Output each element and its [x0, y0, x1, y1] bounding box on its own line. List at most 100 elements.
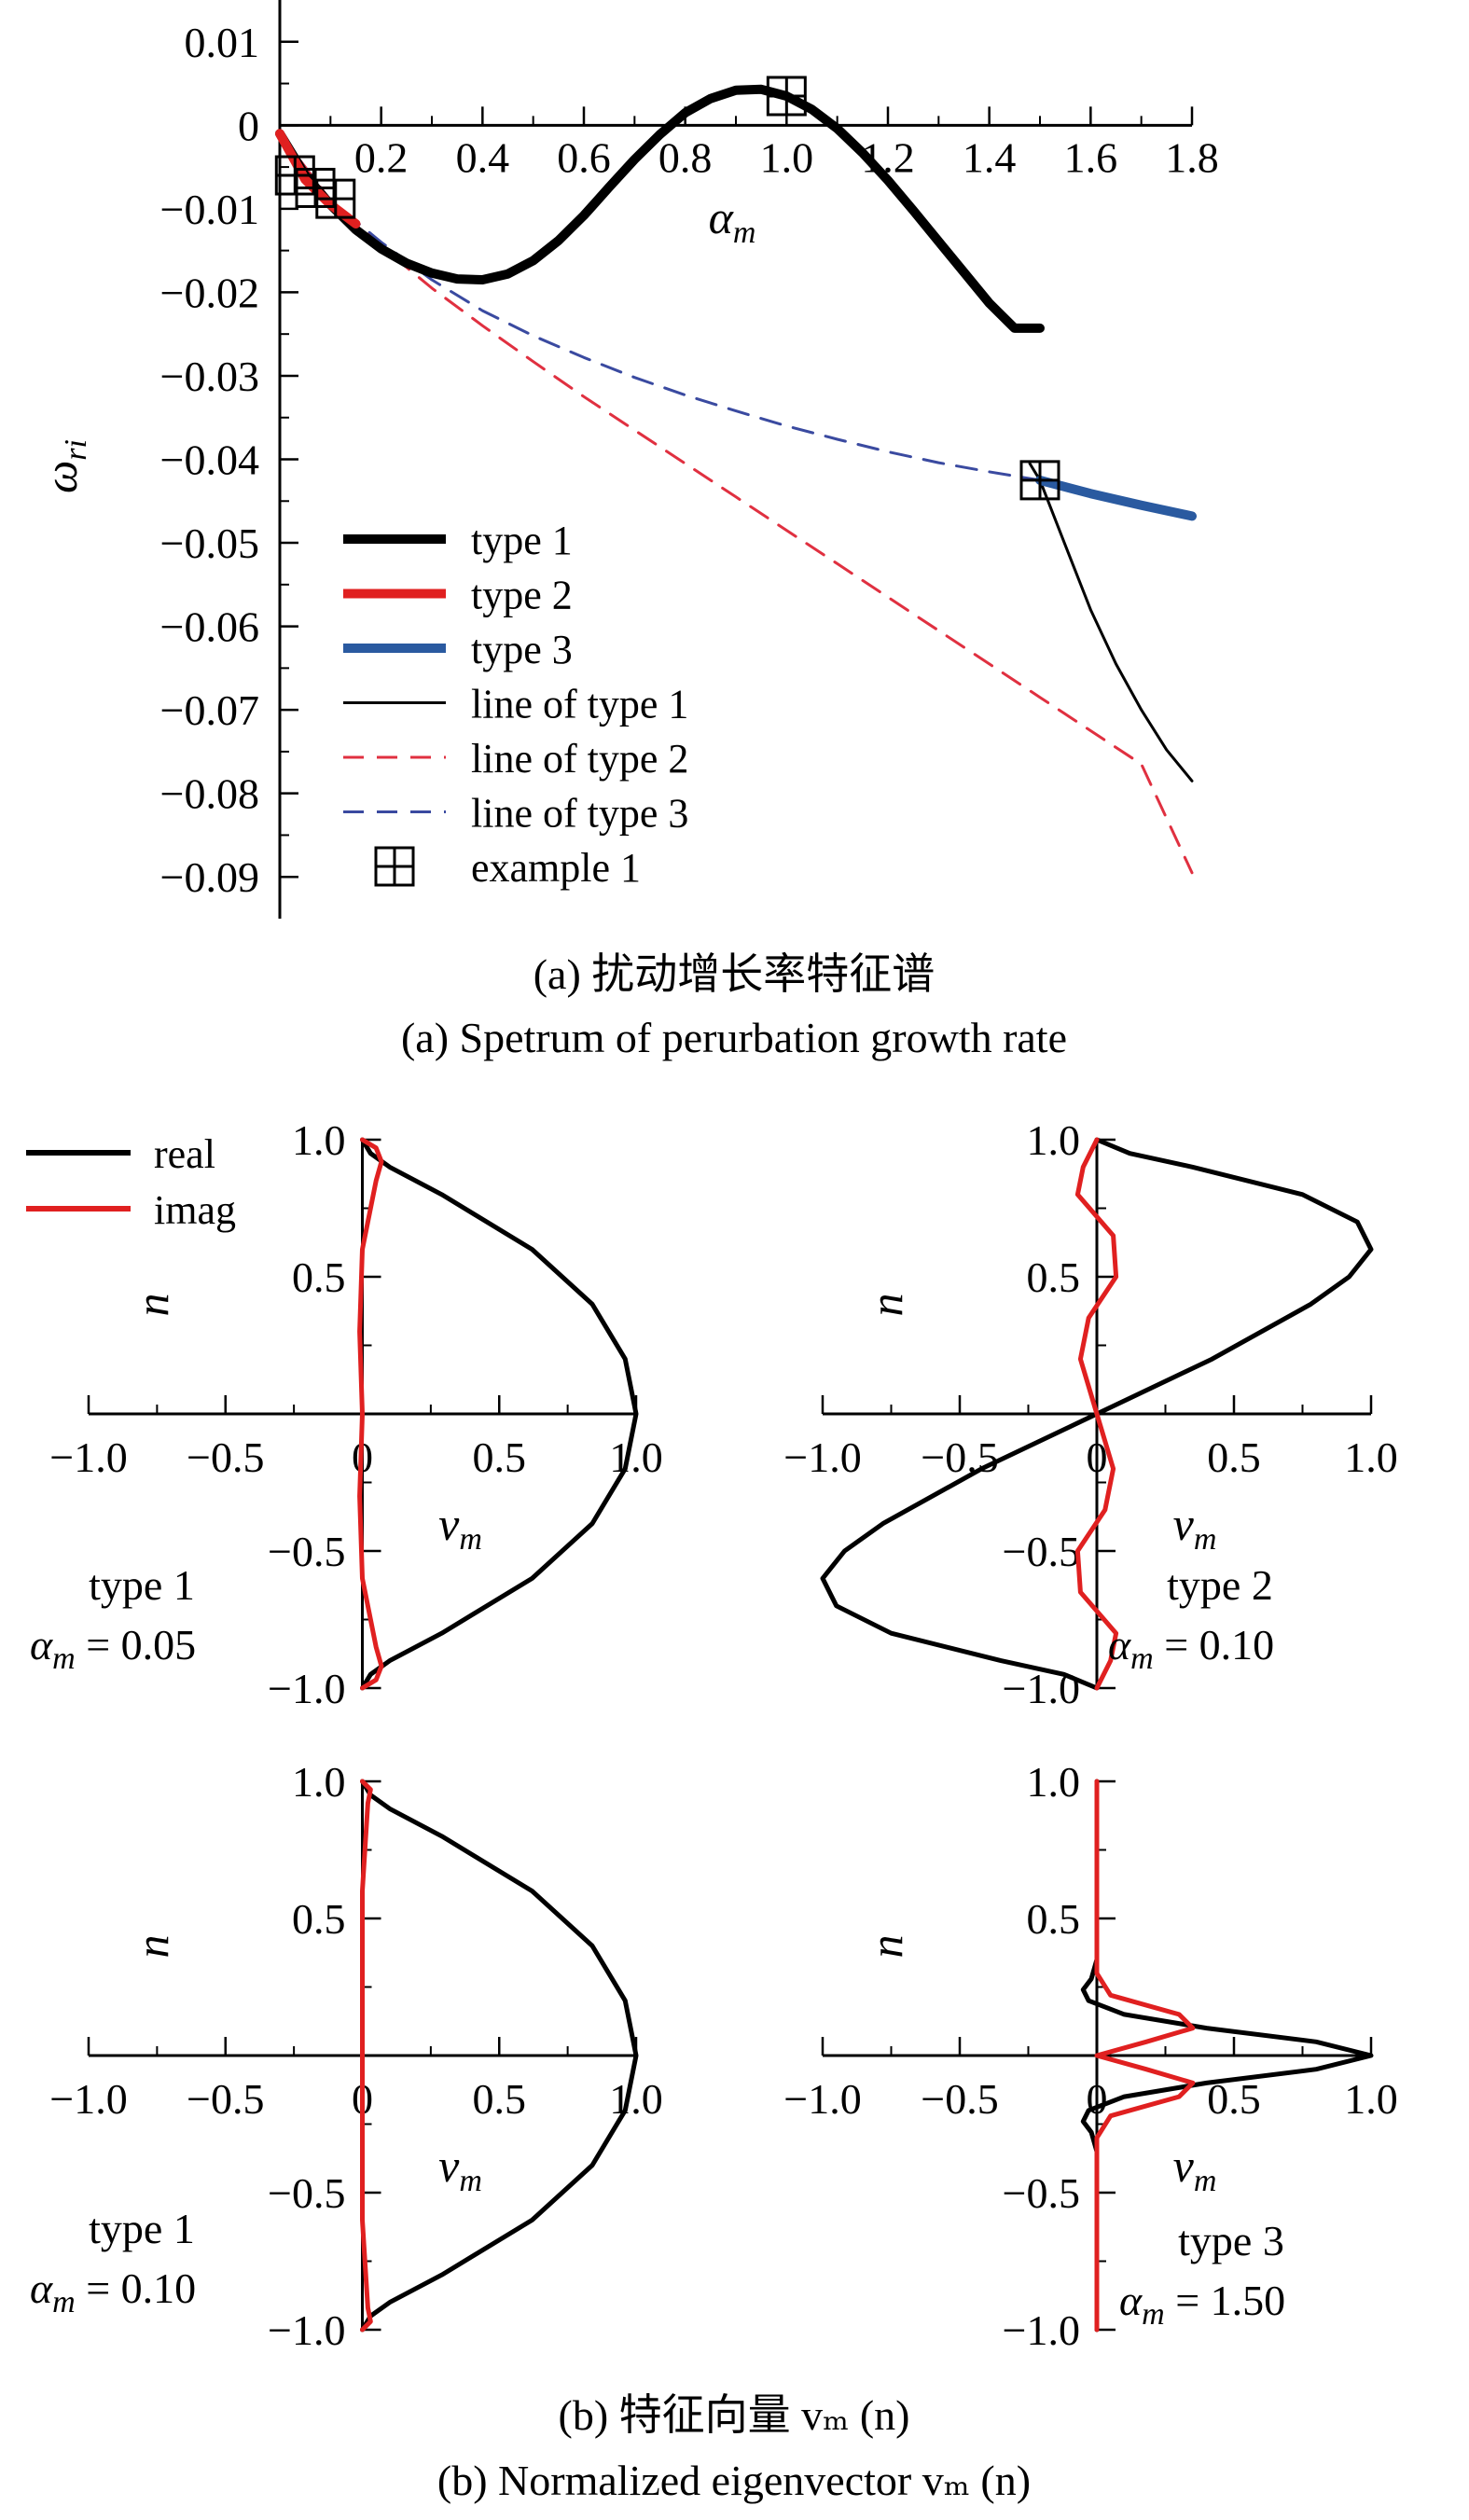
y-tick-label: 0.5 — [1027, 1253, 1081, 1301]
x-tick-label: 1.6 — [1064, 133, 1118, 181]
caption-a-en: (a) Spetrum of perurbation growth rate — [401, 1014, 1067, 1061]
y-tick-label: −1.0 — [1003, 2306, 1080, 2354]
alpha-annotation: αm = 1.50 — [1119, 2277, 1285, 2332]
series-line-of-type-3 — [278, 132, 1042, 482]
x-tick-label: 1.0 — [609, 2075, 663, 2123]
y-tick-label: −0.06 — [160, 603, 259, 651]
y-tick-label: 1.0 — [1027, 1116, 1081, 1164]
type-annotation: type 1 — [89, 2205, 195, 2252]
y-tick-label: −0.08 — [160, 770, 259, 818]
y-tick-label: −1.0 — [268, 1665, 345, 1712]
legend-label: type 3 — [471, 627, 573, 672]
legend-label: line of type 3 — [471, 791, 688, 837]
x-tick-label: 1.0 — [609, 1433, 663, 1481]
x-axis-label: vm — [1173, 1498, 1217, 1557]
series-real — [360, 1779, 639, 2333]
x-tick-label: 0.2 — [354, 133, 409, 181]
x-tick-label: 1.8 — [1165, 133, 1219, 181]
x-tick-label: 0.5 — [473, 2075, 527, 2123]
y-axis-label: n — [860, 1935, 912, 1959]
x-tick-label: 0.6 — [557, 133, 611, 181]
caption-b-cn: (b) 特征向量 vₘ (n) — [559, 2391, 910, 2439]
x-tick-label: 1.0 — [760, 133, 814, 181]
example-marker — [295, 167, 336, 208]
x-tick-label: 0.4 — [456, 133, 510, 181]
series-imag — [357, 1137, 384, 1691]
alpha-annotation: αm = 0.10 — [30, 2264, 196, 2319]
x-tick-label: 0 — [1087, 1433, 1108, 1481]
series-type-1 — [275, 84, 1045, 333]
y-tick-label: −0.02 — [160, 269, 259, 316]
y-tick-label: −0.5 — [1003, 2169, 1080, 2217]
x-tick-label: −0.5 — [187, 1433, 264, 1481]
y-tick-label: −1.0 — [1003, 1665, 1080, 1712]
y-tick-label: 0.01 — [185, 19, 260, 66]
example-marker — [315, 178, 356, 219]
x-tick-label: 0.5 — [1207, 1433, 1261, 1481]
series-imag — [1094, 1779, 1196, 2333]
y-tick-label: −0.09 — [160, 853, 259, 901]
x-tick-label: −0.5 — [921, 1433, 998, 1481]
legend-label: type 2 — [471, 573, 573, 618]
series-line-of-type-2 — [278, 132, 1194, 875]
x-tick-label: 1.0 — [1344, 1433, 1398, 1481]
y-tick-label: −1.0 — [268, 2306, 345, 2354]
example-marker — [274, 155, 315, 196]
x-tick-label: 0 — [1087, 2075, 1108, 2123]
y-tick-label: −0.01 — [160, 186, 259, 233]
legend-label: line of type 2 — [471, 736, 688, 782]
series-imag — [360, 1779, 373, 2333]
type-annotation: type 3 — [1178, 2217, 1284, 2264]
legend: type 1 type 2 type 3 line of type 1 line of … — [343, 518, 688, 891]
type-annotation: type 1 — [89, 1561, 195, 1609]
y-tick-label: −0.5 — [268, 2169, 345, 2217]
caption-a-cn: (a) 扰动增长率特征谱 — [534, 950, 935, 998]
x-tick-label: −1.0 — [49, 2075, 127, 2123]
growth-rate-spectrum-chart: 0.2 0.4 0.6 0.8 1.0 1.2 1.4 1.6 1.80.010−0.01−0.… — [35, 0, 1219, 919]
y-tick-label: 0.5 — [292, 1253, 346, 1301]
legend-label: real — [154, 1131, 215, 1177]
series-imag — [1074, 1137, 1119, 1691]
series-type-3 — [1035, 475, 1197, 521]
series-real — [1080, 1779, 1374, 2333]
example-marker — [766, 76, 807, 117]
y-tick-label: −0.05 — [160, 519, 259, 567]
series-real — [360, 1137, 639, 1691]
y-axis-label: n — [126, 1935, 178, 1959]
x-tick-label: 0.5 — [473, 1433, 527, 1481]
x-tick-label: −0.5 — [921, 2075, 998, 2123]
y-tick-label: 1.0 — [1027, 1758, 1081, 1806]
x-tick-label: 1.4 — [963, 133, 1017, 181]
alpha-annotation: αm = 0.10 — [1108, 1621, 1274, 1676]
y-axis-label: n — [126, 1294, 178, 1317]
x-axis-label: vm — [1173, 2139, 1217, 2198]
eigen-legend: real imag — [26, 1131, 236, 1233]
caption-b-en: (b) Normalized eigenvector vₘ (n) — [437, 2457, 1031, 2504]
x-tick-label: 0.8 — [658, 133, 713, 181]
x-tick-label: −1.0 — [49, 1433, 127, 1481]
x-tick-label: −1.0 — [783, 1433, 861, 1481]
type-annotation: type 2 — [1167, 1561, 1273, 1609]
y-tick-label: 0 — [238, 102, 259, 149]
example-marker — [1019, 460, 1060, 501]
x-axis-label: vm — [438, 1498, 482, 1557]
x-tick-label: −0.5 — [187, 2075, 264, 2123]
series-line-of-type-1 — [1028, 462, 1194, 782]
y-tick-label: 0.5 — [292, 1895, 346, 1943]
x-tick-label: −1.0 — [783, 2075, 861, 2123]
y-tick-label: −0.04 — [160, 436, 259, 484]
y-tick-label: 1.0 — [292, 1116, 346, 1164]
y-tick-label: −0.03 — [160, 353, 259, 400]
y-tick-label: −0.07 — [160, 686, 259, 734]
legend-label: type 1 — [471, 518, 573, 563]
y-tick-label: −0.5 — [268, 1528, 345, 1575]
y-axis-label: ωri — [35, 439, 93, 493]
y-tick-label: −0.5 — [1003, 1528, 1080, 1575]
y-tick-label: 1.0 — [292, 1758, 346, 1806]
legend-label: example 1 — [471, 845, 641, 891]
